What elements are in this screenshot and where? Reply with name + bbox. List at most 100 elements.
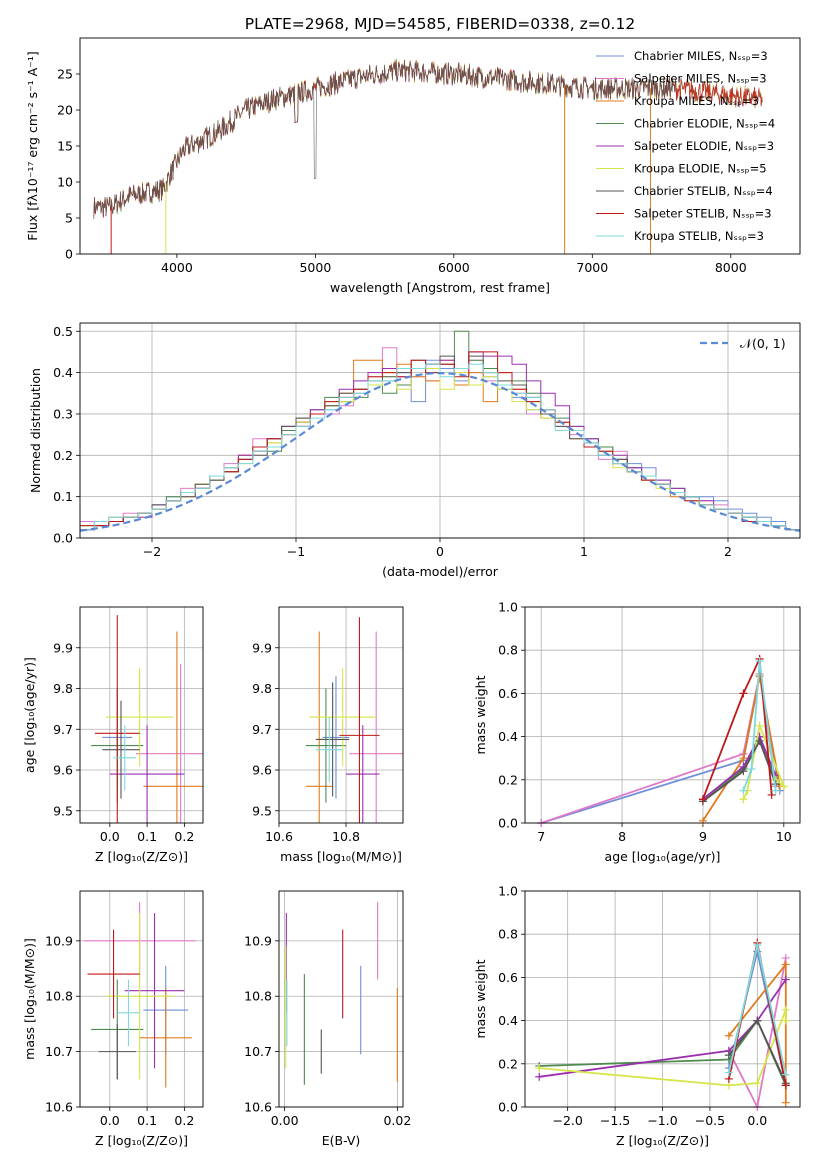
z-mass-errorbar-kroupa-elodie xyxy=(106,913,174,1080)
mass-age-xtick-label: 10.6 xyxy=(265,829,293,844)
spectrum-plot xyxy=(93,58,763,254)
z-age-errorbar-chabrier-stelib xyxy=(102,700,140,799)
residuals-xtick-label: 0 xyxy=(436,544,444,559)
z-age-errorbar-salpeter-elodie xyxy=(109,725,185,823)
ebv-mass-xtick-label: 0.02 xyxy=(383,1113,411,1128)
age-weight-series-kroupa-miles-marker xyxy=(698,816,707,825)
z-age-xlabel: Z [log₁₀(Z/Z⊙)] xyxy=(95,849,188,864)
spectrum-series-chabrier-stelib xyxy=(93,59,676,219)
residuals-xtick-label: 2 xyxy=(724,544,732,559)
legend-label-0: Chabrier MILES, Nₛₛₚ=3 xyxy=(634,49,768,63)
z-age-ytick-label: 9.6 xyxy=(53,763,73,778)
age-weight-xtick-label: 7 xyxy=(537,829,545,844)
z-age-plot xyxy=(91,615,203,823)
z-mass-errorbar-salpeter-stelib xyxy=(87,929,140,1019)
z-weight-series-salpeter-elodie xyxy=(539,979,787,1078)
residuals-ytick-label: 0.2 xyxy=(53,448,73,463)
residuals-xtick-label: 1 xyxy=(580,544,588,559)
z-mass-frame xyxy=(79,890,204,1108)
z-mass-xtick-label: 0.0 xyxy=(100,1113,120,1128)
age-weight-xtick-label: 9 xyxy=(699,829,707,844)
mass-age-axes: 10.6 10.8 9.5 9.6 9.7 9.8 9.9 mass [log₁₀(M/M⊙)… xyxy=(252,607,403,864)
ebv-mass-frame xyxy=(278,890,404,1108)
mass-age-errorbar-salpeter-elodie xyxy=(346,725,380,823)
z-weight-ytick-label: 0.8 xyxy=(498,927,518,942)
spectrum-xlabel: wavelength [Angstrom, rest frame] xyxy=(330,280,550,295)
spectrum-xtick-label: 5000 xyxy=(299,260,331,275)
age-weight-series-kroupa-miles-marker xyxy=(739,754,748,763)
age-weight-ylabel: mass weight xyxy=(473,675,488,754)
mass-age-xlabel: mass [log₁₀(M/M⊙)] xyxy=(280,849,402,864)
spectrum-xtick-label: 8000 xyxy=(715,260,747,275)
residuals-frame xyxy=(79,322,801,539)
z-age-xtick-label: 0.0 xyxy=(100,829,120,844)
residuals-ytick-label: 0.3 xyxy=(53,406,73,421)
age-weight-series-kroupa-stelib xyxy=(742,660,777,791)
mass-age-ytick-label: 9.5 xyxy=(252,803,272,818)
z-weight-xtick-label: −2.0 xyxy=(552,1113,582,1128)
spectrum-ytick-label: 5 xyxy=(65,211,73,226)
z-age-errorbar-kroupa-stelib xyxy=(113,725,136,791)
z-age-ytick-label: 9.7 xyxy=(53,722,73,737)
mass-age-ytick-label: 9.8 xyxy=(252,681,272,696)
z-age-ytick-label: 9.8 xyxy=(53,681,73,696)
legend-label-4: Salpeter ELODIE, Nₛₛₚ=3 xyxy=(634,139,774,153)
z-weight-series-kroupa-elodie-marker xyxy=(535,1064,544,1073)
z-weight-series-salpeter-elodie-marker xyxy=(535,1072,544,1081)
legend-label-1: Salpeter MILES, Nₛₛₚ=3 xyxy=(634,72,767,86)
spectrum-ylabel: Flux [fλ10⁻¹⁷ erg cm⁻² s⁻¹ A⁻¹] xyxy=(25,51,40,240)
mass-age-errorbar-kroupa-stelib xyxy=(315,717,343,783)
z-weight-ytick-label: 0.6 xyxy=(498,970,518,985)
age-weight-series-chabrier-stelib-marker xyxy=(739,767,748,776)
z-mass-ylabel: mass [log₁₀(M/M⊙)] xyxy=(22,938,37,1060)
mass-age-errorbar-salpeter-miles xyxy=(349,631,403,823)
mass-age-plot xyxy=(305,617,403,823)
z-weight-xtick-label: 0.0 xyxy=(747,1113,767,1128)
age-weight-ytick-label: 0.6 xyxy=(498,686,518,701)
age-weight-ytick-label: 0.4 xyxy=(498,729,518,744)
spectrum-ytick-label: 10 xyxy=(57,175,73,190)
mass-age-errorbar-chabrier-miles xyxy=(322,676,350,799)
spectrum-ytick-label: 0 xyxy=(65,247,73,262)
z-weight-series-kroupa-elodie-marker xyxy=(781,1016,790,1025)
age-weight-ytick-label: 1.0 xyxy=(498,600,518,615)
ebv-mass-plot xyxy=(285,902,398,1085)
legend-label-7: Salpeter STELIB, Nₛₛₚ=3 xyxy=(634,207,772,221)
z-weight-series-kroupa-elodie-marker xyxy=(781,1005,790,1014)
spectrum-legend: Chabrier MILES, Nₛₛₚ=3 Salpeter MILES, Nₛ… xyxy=(596,49,775,243)
spectrum-xtick-label: 6000 xyxy=(438,260,470,275)
residuals-plot xyxy=(80,330,800,538)
age-weight-ytick-label: 0.8 xyxy=(498,643,518,658)
age-weight-series-kroupa-stelib-marker xyxy=(755,657,764,665)
z-age-errorbar-salpeter-miles xyxy=(135,664,203,823)
z-weight-xlabel: Z [log₁₀(Z/Z⊙)] xyxy=(616,1133,709,1148)
mass-age-ytick-label: 9.7 xyxy=(252,722,272,737)
spectrum-axes: 4000 5000 6000 7000 8000 0 5 10 15 20 25 wavelength… xyxy=(25,51,747,295)
z-mass-ytick-label: 10.7 xyxy=(45,1044,73,1059)
mass-age-frame xyxy=(278,606,404,824)
z-weight-frame xyxy=(524,890,801,1108)
mass-age-errorbar-kroupa-miles xyxy=(305,631,333,823)
z-weight-xtick-label: −1.0 xyxy=(647,1113,677,1128)
residuals-xtick-label: −2 xyxy=(143,544,161,559)
z-weight-series-kroupa-stelib-marker xyxy=(753,941,762,949)
age-weight-series-salpeter-stelib-marker xyxy=(739,689,748,698)
z-weight-xtick-label: −1.5 xyxy=(600,1113,630,1128)
z-mass-xlabel: Z [log₁₀(Z/Z⊙)] xyxy=(95,1133,188,1148)
z-age-ytick-label: 9.5 xyxy=(53,803,73,818)
mass-age-xtick-label: 10.8 xyxy=(332,829,360,844)
age-weight-series-kroupa-stelib-marker xyxy=(739,786,748,795)
figure-title: PLATE=2968, MJD=54585, FIBERID=0338, z=0… xyxy=(245,15,635,33)
ebv-mass-ytick-label: 10.8 xyxy=(244,989,272,1004)
z-weight-series-kroupa-elodie-marker xyxy=(753,1079,762,1088)
age-weight-plot xyxy=(537,654,788,827)
legend-label-5: Kroupa ELODIE, Nₛₛₚ=5 xyxy=(634,162,767,176)
z-weight-series-kroupa-miles-marker xyxy=(781,960,790,969)
z-mass-plot xyxy=(83,902,196,1088)
legend-label-2: Kroupa MILES, Nₛₛₚ=3 xyxy=(634,94,759,108)
spectrum-xtick-label: 7000 xyxy=(576,260,608,275)
spectrum-xtick-label: 4000 xyxy=(161,260,193,275)
age-weight-series-chabrier-stelib xyxy=(702,738,777,803)
z-weight-series-salpeter-elodie-marker xyxy=(781,975,790,984)
gaussian-legend-label: 𝒩(0, 1) xyxy=(740,336,786,351)
